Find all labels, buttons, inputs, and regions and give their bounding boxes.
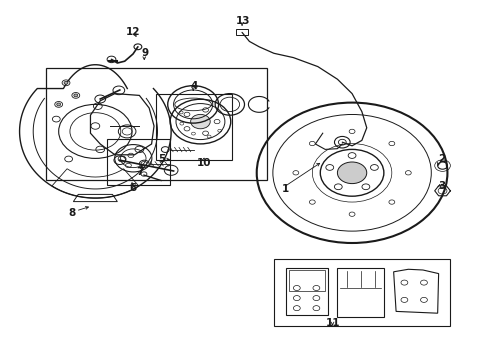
Text: 2: 2	[437, 154, 444, 165]
Bar	[288, 270, 325, 291]
Circle shape	[64, 81, 68, 84]
Text: 10: 10	[197, 158, 211, 168]
Bar	[285, 268, 327, 315]
Text: 11: 11	[325, 318, 340, 328]
Circle shape	[74, 94, 78, 97]
Circle shape	[190, 114, 210, 129]
Circle shape	[57, 103, 61, 106]
Bar	[273, 259, 449, 326]
Bar	[46, 68, 266, 180]
Text: 9: 9	[142, 48, 148, 58]
Text: 6: 6	[129, 183, 136, 193]
Text: 3: 3	[437, 181, 444, 191]
Bar	[337, 268, 383, 317]
Circle shape	[337, 162, 366, 184]
Text: 13: 13	[235, 16, 250, 26]
Bar	[106, 139, 170, 185]
Text: 8: 8	[69, 208, 76, 218]
Text: 1: 1	[281, 184, 288, 194]
Text: 5: 5	[158, 154, 164, 165]
Text: 4: 4	[190, 81, 198, 91]
Text: 12: 12	[125, 27, 140, 37]
Bar	[156, 94, 232, 160]
Text: 7: 7	[136, 167, 144, 177]
Bar	[236, 29, 247, 35]
